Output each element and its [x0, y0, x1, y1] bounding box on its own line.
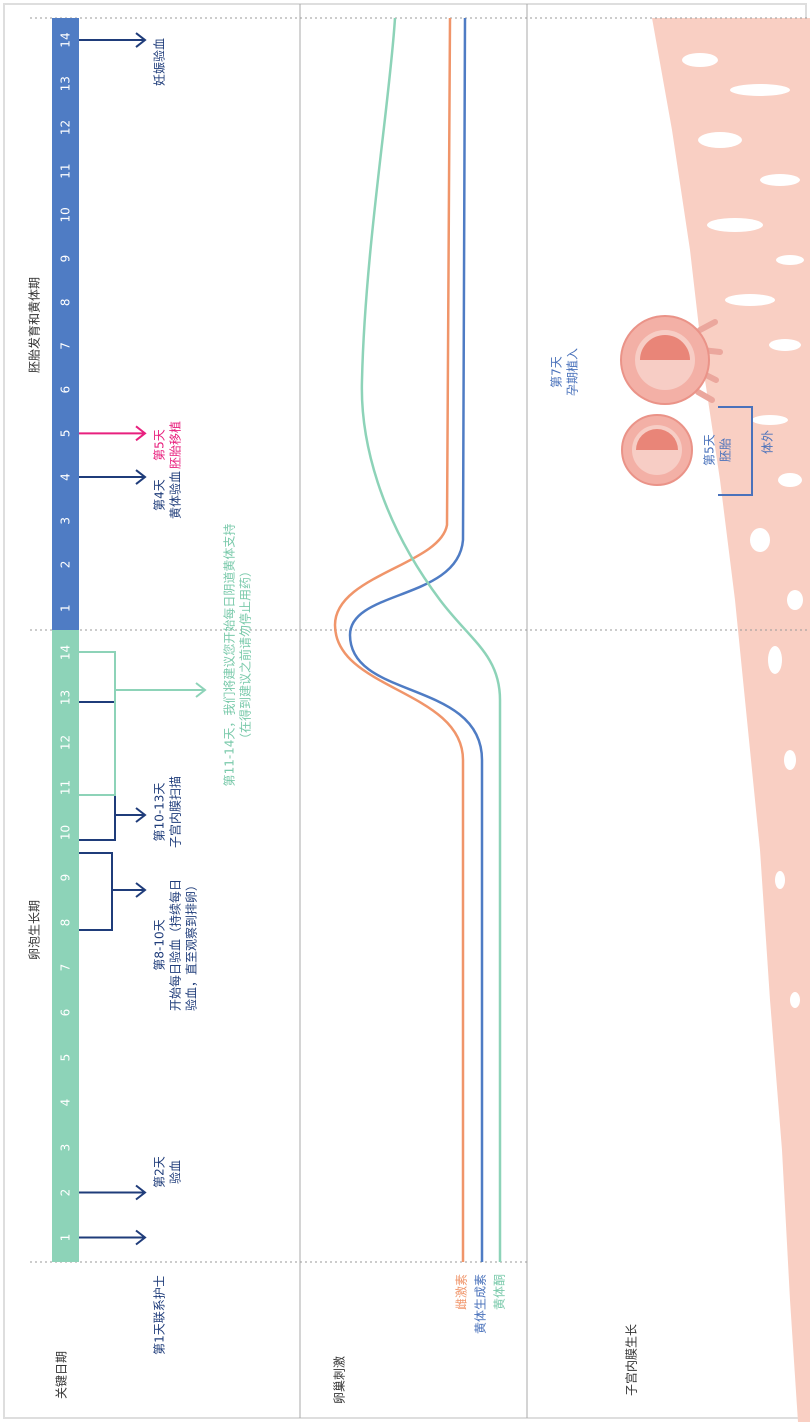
- key-date-label: 第1天联系护士: [153, 1275, 167, 1355]
- implantation-label: 第7天: [550, 356, 564, 388]
- key-date-label: 胚胎移植: [168, 421, 183, 469]
- day-number: 2: [59, 561, 73, 569]
- key-date-label: 妊娠验血: [152, 38, 167, 86]
- key-date-label: 验血，直至观察到排卵）: [184, 879, 199, 1011]
- day-number: 9: [59, 255, 73, 263]
- day-number: 13: [59, 76, 73, 91]
- key-date-label: （在得到建议之前请勿停止用药）: [238, 565, 253, 745]
- section-label: 子宫内膜生长: [624, 1324, 639, 1396]
- day-number: 4: [59, 473, 73, 481]
- day-number: 9: [59, 874, 73, 882]
- key-date-label: 验血: [168, 1160, 183, 1184]
- day-number: 12: [59, 735, 73, 750]
- embryo: [622, 415, 692, 485]
- day-number: 10: [59, 825, 73, 840]
- day-number: 6: [59, 386, 73, 394]
- embryo-label: 第5天: [703, 434, 717, 466]
- key-date-label: 第8-10天: [153, 919, 167, 970]
- key-date-label: 第5天: [153, 429, 167, 461]
- embryo-label: 胚胎: [719, 438, 733, 462]
- hormone-label: 黄体酮: [493, 1274, 507, 1310]
- in-vitro-label: 体外: [761, 430, 775, 454]
- day-number: 2: [59, 1189, 73, 1197]
- diagram: 关键日期卵巢刺激子宫内膜生长卵泡生长期胚胎发育和黄体期1234567891011…: [0, 0, 810, 1422]
- day-number: 3: [59, 517, 73, 525]
- day-number: 7: [59, 342, 73, 350]
- day-number: 6: [59, 1009, 73, 1017]
- phase-label: 胚胎发育和黄体期: [27, 277, 42, 373]
- day-number: 7: [59, 964, 73, 972]
- hormone-label: 雌激素: [454, 1274, 469, 1310]
- day-number: 8: [59, 919, 73, 927]
- luteal-bar: [52, 18, 79, 630]
- implantation-label: 孕期植入: [565, 348, 580, 396]
- day-number: 1: [59, 604, 73, 612]
- phase-label: 卵泡生长期: [28, 900, 42, 960]
- section-label: 关键日期: [55, 1351, 69, 1399]
- day-number: 10: [59, 207, 73, 222]
- key-date-label: 第10-13天: [153, 783, 167, 842]
- hormone-label: 黄体生成素: [474, 1274, 488, 1334]
- follicular-bar: [52, 630, 79, 1262]
- key-date-label: 第2天: [153, 1156, 167, 1188]
- day-number: 12: [59, 120, 73, 135]
- section-label: 卵巢刺激: [333, 1356, 347, 1404]
- key-date-label: 第4天: [153, 479, 167, 511]
- key-date-label: 子宫内膜扫描: [168, 776, 183, 848]
- day-number: 11: [59, 780, 73, 795]
- day-number: 14: [59, 645, 73, 660]
- day-number: 11: [59, 164, 73, 179]
- day-number: 5: [59, 430, 73, 438]
- day-number: 13: [59, 690, 73, 705]
- day-number: 3: [59, 1144, 73, 1152]
- key-date-label: 开始每日验血（持续每日: [168, 879, 183, 1011]
- day-number: 5: [59, 1054, 73, 1062]
- day-number: 8: [59, 298, 73, 306]
- day-number: 1: [59, 1234, 73, 1242]
- day-number: 14: [59, 32, 73, 47]
- day-number: 4: [59, 1099, 73, 1107]
- key-date-label: 黄体验血: [168, 471, 183, 519]
- key-date-label: 第11-14天，我们将建议您开始每日阴道黄体支持: [222, 524, 237, 787]
